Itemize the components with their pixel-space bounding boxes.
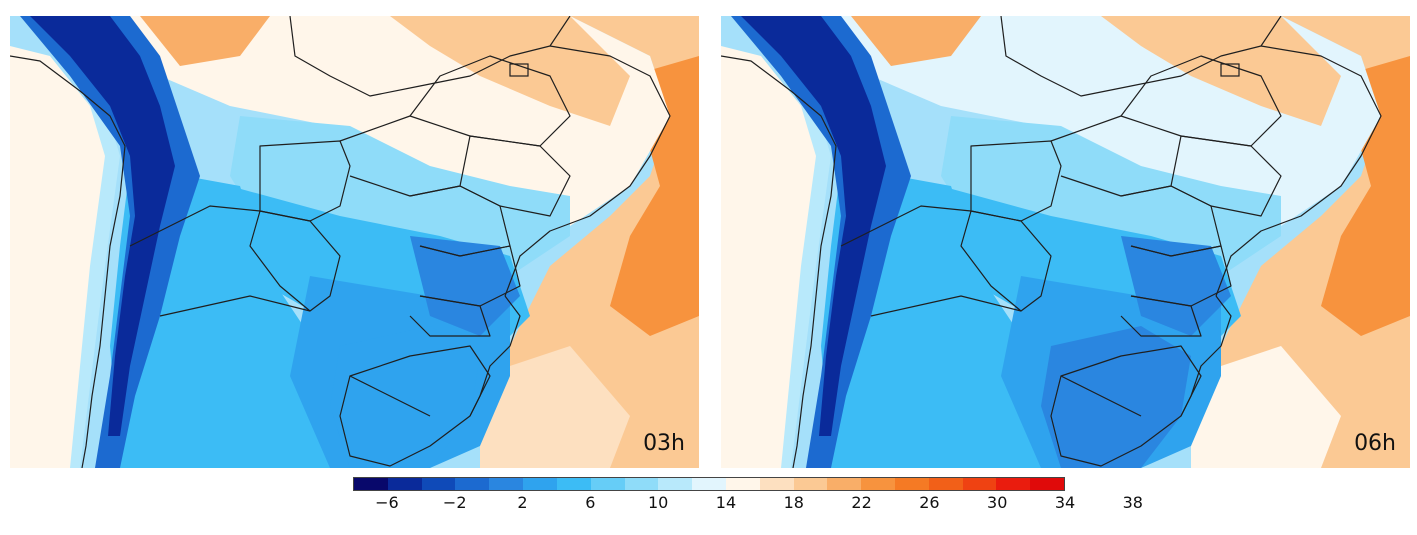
temperature-region <box>741 16 886 436</box>
temperature-map <box>10 16 699 468</box>
boundary-line <box>960 210 1052 312</box>
colorbar-tick-label: 30 <box>987 493 1008 512</box>
boundary-line <box>129 205 261 247</box>
colorbar-segment <box>692 478 726 490</box>
temperature-region <box>30 16 175 436</box>
colorbar-tick-label: 2 <box>517 493 528 512</box>
colorbar-segment <box>996 478 1031 490</box>
colorbar-tick-labels: −6 −2 2 6 10 14 18 22 26 30 34 38 <box>353 493 1143 517</box>
colorbar-tick-label: 6 <box>585 493 596 512</box>
temperature-region <box>721 46 816 468</box>
boundary-line <box>249 210 341 312</box>
boundary-line <box>840 205 972 247</box>
boundary-line <box>1050 345 1202 467</box>
boundary-line <box>1120 295 1202 337</box>
time-label: 03h <box>643 431 685 456</box>
temperature-colorbar <box>353 477 1065 491</box>
colorbar-segment <box>624 478 659 490</box>
colorbar-tick-label: 18 <box>783 493 804 512</box>
temperature-region <box>1041 326 1191 468</box>
boundary-line <box>1050 115 1182 197</box>
boundary-line <box>1180 295 1232 417</box>
colorbar-segment <box>556 478 591 490</box>
colorbar-segment <box>895 478 929 490</box>
boundary-line <box>504 45 671 297</box>
colorbar-segment <box>928 478 963 490</box>
colorbar-tick-label: −2 <box>442 493 467 512</box>
boundary-line <box>349 375 431 417</box>
boundary-line <box>1215 45 1382 297</box>
temperature-map <box>721 16 1410 468</box>
colorbar-tick-label: 14 <box>715 493 737 512</box>
colorbar-tick-label: 34 <box>1054 493 1076 512</box>
colorbar-segment <box>793 478 828 490</box>
temperature-region <box>480 346 630 468</box>
boundary-line <box>10 55 126 468</box>
colorbar-segment <box>523 478 557 490</box>
boundary-line <box>1060 375 1142 417</box>
boundary-line <box>289 16 571 97</box>
map-panel-06h: 06h <box>721 16 1410 468</box>
colorbar-segment <box>1030 478 1065 490</box>
boundary-line <box>1220 63 1240 77</box>
boundary-line <box>159 295 311 317</box>
boundary-line <box>870 295 1022 317</box>
colorbar-tick-label: 22 <box>851 493 872 512</box>
colorbar-segment <box>455 478 490 490</box>
temperature-region <box>410 236 520 336</box>
boundary-line <box>409 295 491 337</box>
colorbar-segment <box>354 478 388 490</box>
colorbar-tick-label: 10 <box>647 493 669 512</box>
colorbar-segment <box>421 478 456 490</box>
temperature-region <box>1321 56 1410 336</box>
boundary-line <box>339 115 471 197</box>
colorbar-segment <box>725 478 760 490</box>
colorbar-segment <box>489 478 524 490</box>
temperature-region <box>1121 236 1231 336</box>
colorbar-tick-label: 26 <box>919 493 940 512</box>
map-panel-03h: 03h <box>10 16 699 468</box>
boundary-line <box>509 63 529 77</box>
temperature-region <box>10 46 105 468</box>
colorbar-segment <box>827 478 862 490</box>
boundary-line <box>339 345 491 467</box>
colorbar-segment <box>658 478 693 490</box>
temperature-region <box>480 16 699 468</box>
temperature-region <box>851 16 981 66</box>
colorbar-tick-label: 38 <box>1122 493 1143 512</box>
colorbar-segment <box>590 478 625 490</box>
temperature-region <box>140 16 270 66</box>
colorbar-segment <box>759 478 794 490</box>
colorbar-segment <box>861 478 895 490</box>
colorbar-segment <box>387 478 422 490</box>
colorbar-tick-label: −6 <box>375 493 399 512</box>
temperature-region <box>610 56 699 336</box>
boundary-line <box>1000 16 1282 97</box>
temperature-region <box>1191 16 1410 468</box>
colorbar-segment <box>962 478 997 490</box>
temperature-region <box>1191 346 1341 468</box>
temperature-region <box>330 326 480 468</box>
time-label: 06h <box>1354 431 1396 456</box>
boundary-line <box>469 295 521 417</box>
boundary-line <box>721 55 837 468</box>
